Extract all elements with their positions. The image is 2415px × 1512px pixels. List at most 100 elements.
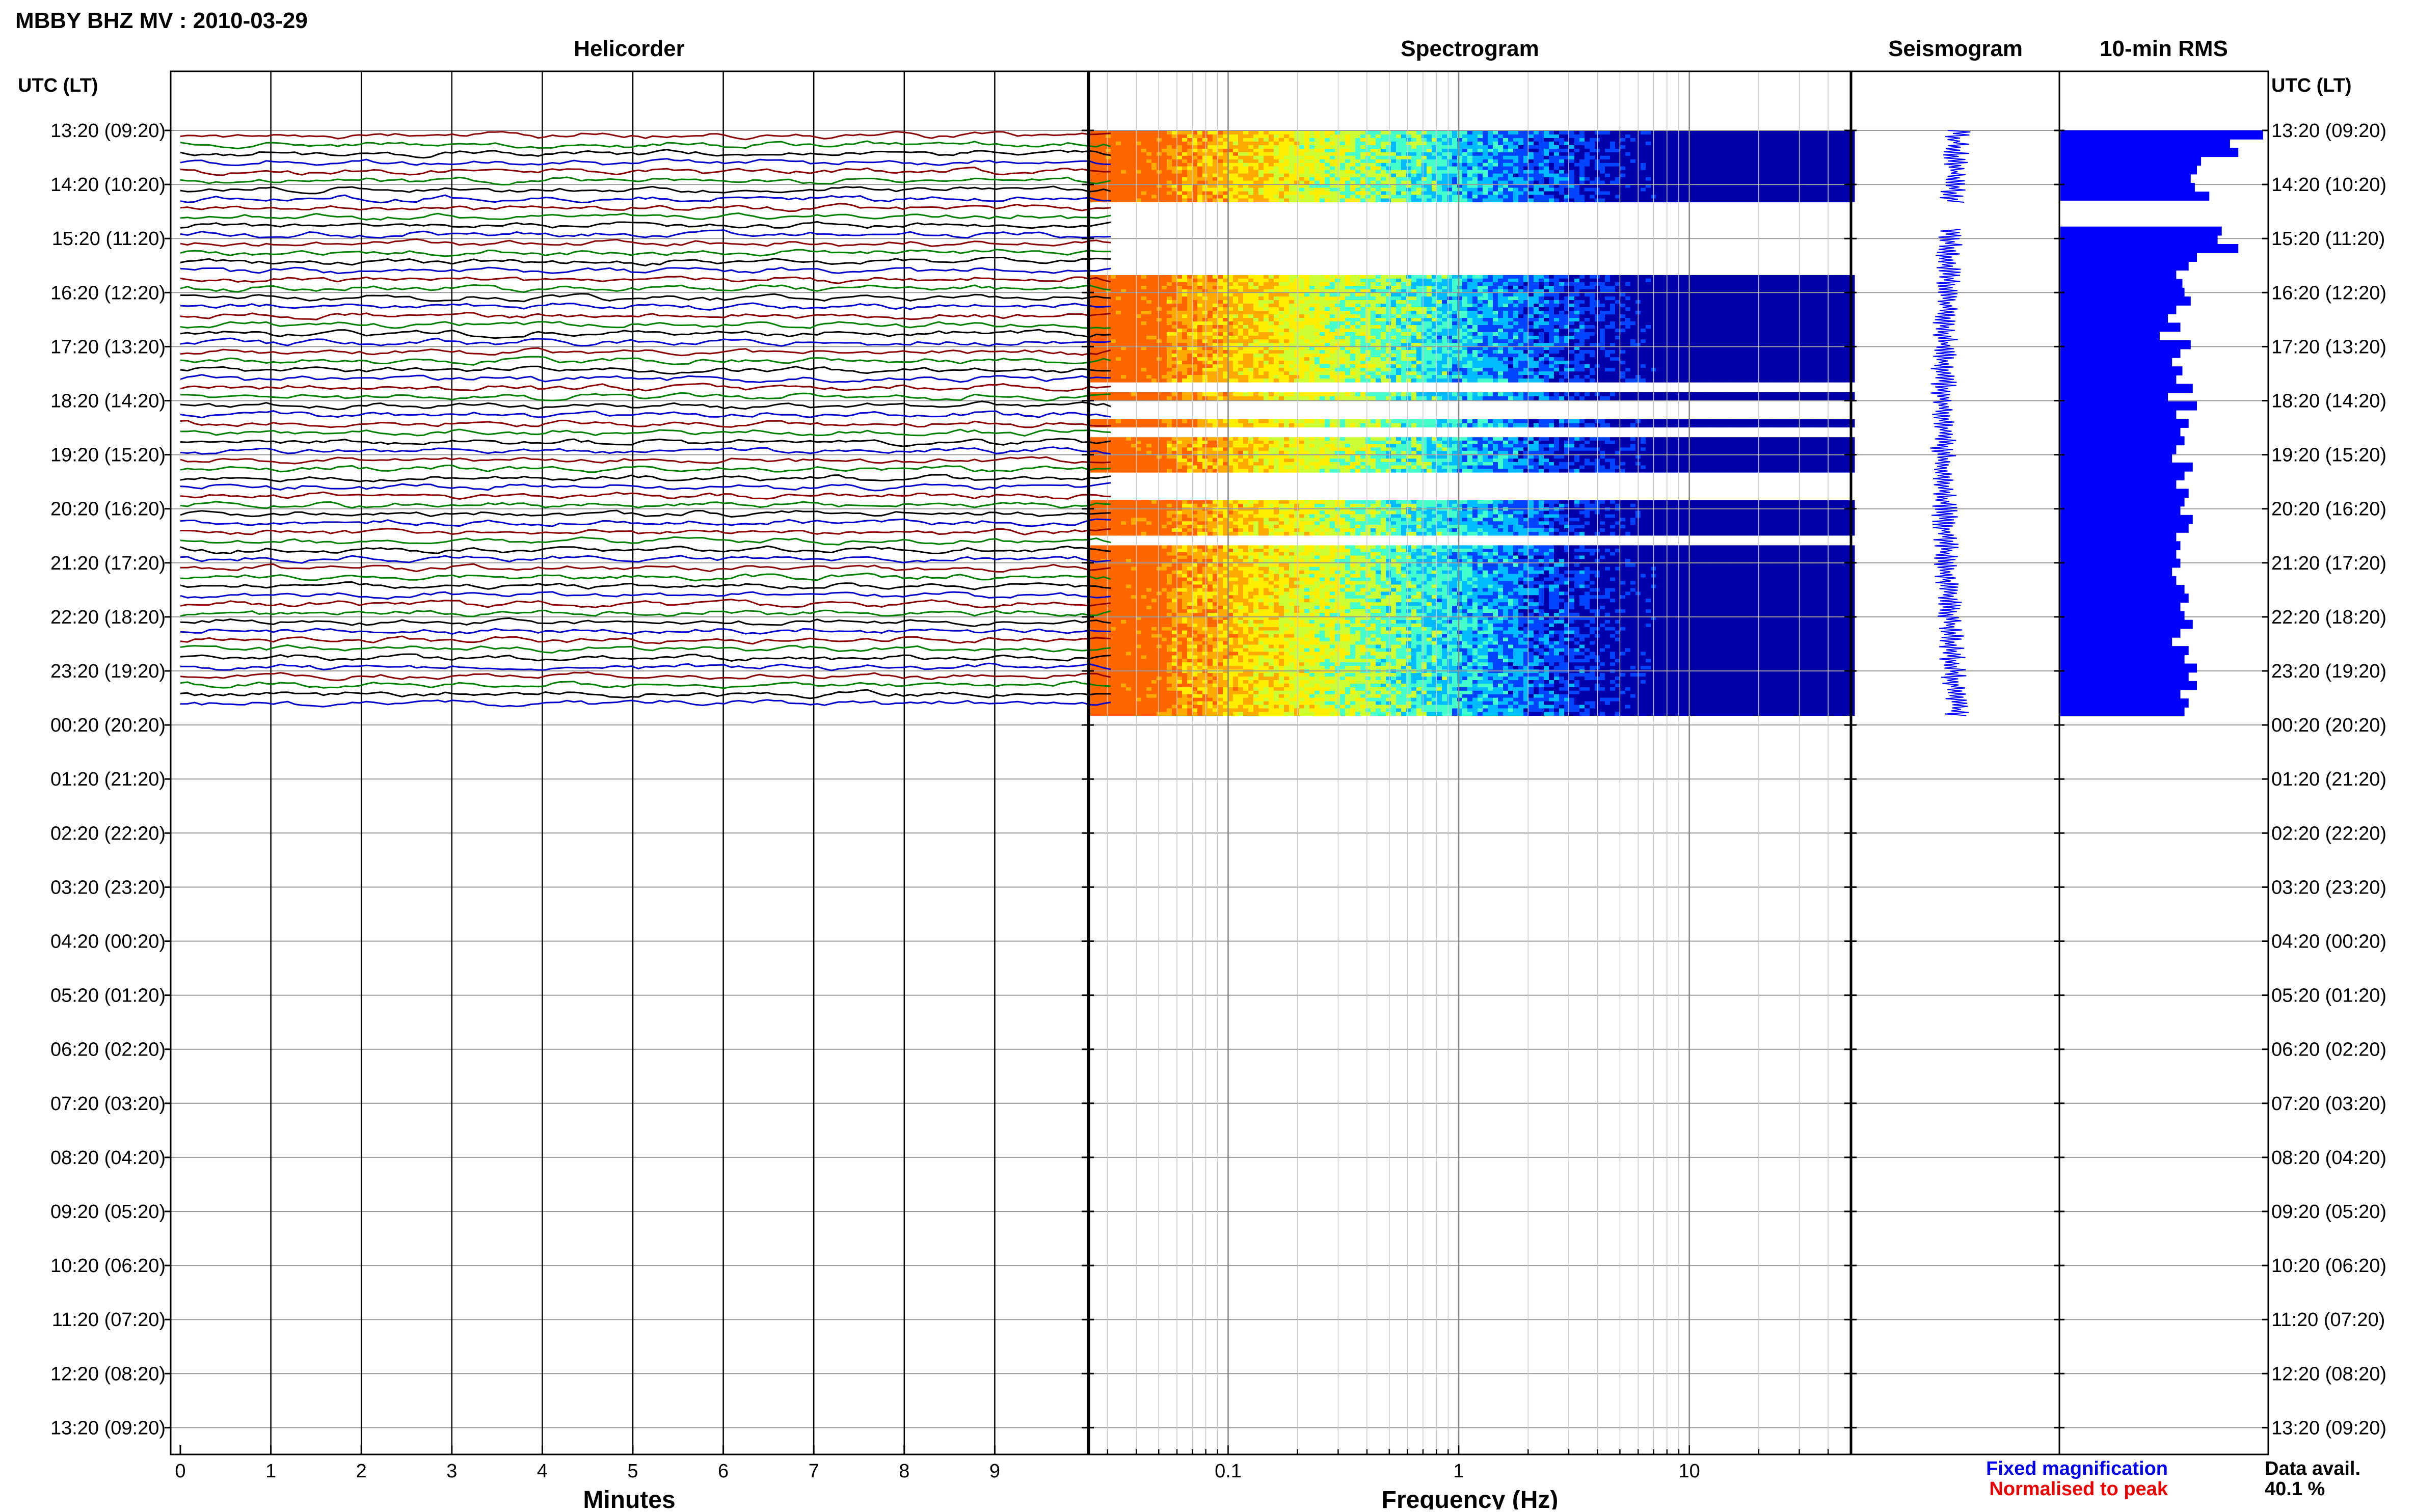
spectrogram-cell bbox=[1090, 177, 1096, 181]
spectrogram-cell bbox=[1182, 187, 1188, 192]
spectrogram-cell bbox=[1253, 195, 1259, 199]
spectrogram-cell bbox=[1722, 173, 1728, 178]
spectrogram-cell bbox=[1819, 155, 1824, 160]
spectrogram-cell bbox=[1253, 170, 1259, 174]
spectrogram-cell bbox=[1350, 314, 1356, 318]
spectrogram-cell bbox=[1615, 314, 1621, 318]
spectrogram-cell bbox=[1574, 177, 1580, 181]
spectrogram-cell bbox=[1697, 145, 1702, 149]
spectrogram-cell bbox=[1213, 311, 1218, 315]
spectrogram-cell bbox=[1157, 138, 1162, 142]
spectrogram-cell bbox=[1472, 318, 1478, 322]
spectrogram-cell bbox=[1707, 304, 1712, 308]
spectrogram-cell bbox=[1401, 307, 1407, 311]
spectrogram-cell bbox=[1345, 145, 1351, 149]
spectrogram-cell bbox=[1569, 278, 1575, 283]
spectrogram-cell bbox=[1141, 155, 1147, 160]
spectrogram-cell bbox=[1432, 155, 1437, 160]
spectrogram-cell bbox=[1218, 145, 1223, 149]
spectrogram-cell bbox=[1228, 145, 1233, 149]
spectrogram-cell bbox=[1478, 187, 1483, 192]
spectrogram-cell bbox=[1136, 311, 1142, 315]
spectrogram-cell bbox=[1335, 138, 1340, 142]
spectrogram-cell bbox=[1350, 138, 1356, 142]
spectrogram-cell bbox=[1350, 195, 1356, 199]
spectrogram-cell bbox=[1819, 134, 1824, 139]
spectrogram-cell bbox=[1131, 173, 1137, 178]
spectrogram-cell bbox=[1253, 138, 1259, 142]
spectrogram-cell bbox=[1355, 170, 1361, 174]
spectrogram-cell bbox=[1732, 187, 1738, 192]
spectrogram-cell bbox=[1386, 134, 1391, 139]
spectrogram-cell bbox=[1646, 170, 1651, 174]
spectrogram-cell bbox=[1406, 145, 1412, 149]
spectrogram-cell bbox=[1610, 177, 1616, 181]
spectrogram-cell bbox=[1758, 289, 1763, 293]
spectrogram-cell bbox=[1462, 293, 1468, 297]
spectrogram-cell bbox=[1090, 321, 1096, 326]
spectrogram-cell bbox=[1579, 152, 1585, 156]
spectrogram-cell bbox=[1809, 311, 1814, 315]
spectrogram-cell bbox=[1279, 321, 1284, 326]
spectrogram-cell bbox=[1809, 155, 1814, 160]
spectrogram-cell bbox=[1799, 289, 1804, 293]
spectrogram-cell bbox=[1101, 131, 1106, 135]
spectrogram-cell bbox=[1829, 300, 1835, 304]
spectrogram-cell bbox=[1442, 170, 1447, 174]
spectrogram-cell bbox=[1793, 173, 1799, 178]
spectrogram-cell bbox=[1732, 134, 1738, 139]
spectrogram-cell bbox=[1483, 286, 1488, 290]
spectrogram-cell bbox=[1590, 278, 1595, 283]
spectrogram-cell bbox=[1411, 187, 1417, 192]
spectrogram-cell bbox=[1427, 134, 1432, 139]
spectrogram-cell bbox=[1472, 195, 1478, 199]
spectrogram-cell bbox=[1101, 321, 1106, 326]
spectrogram-cell bbox=[1717, 166, 1723, 171]
spectrogram-cell bbox=[1218, 278, 1223, 283]
spectrogram-cell bbox=[1778, 163, 1784, 167]
spectrogram-cell bbox=[1600, 289, 1605, 293]
spectrogram-cell bbox=[1386, 163, 1391, 167]
spectrogram-cell bbox=[1467, 173, 1473, 178]
spectrogram-cell bbox=[1528, 314, 1534, 318]
spectrogram-cell bbox=[1208, 318, 1213, 322]
spectrogram-cell bbox=[1814, 155, 1819, 160]
spectrogram-cell bbox=[1829, 170, 1835, 174]
spectrogram-cell bbox=[1131, 296, 1137, 301]
spectrogram-cell bbox=[1090, 134, 1096, 139]
spectrogram-cell bbox=[1421, 304, 1427, 308]
spectrogram-cell bbox=[1748, 184, 1753, 188]
spectrogram-cell bbox=[1630, 134, 1636, 139]
spectrogram-cell bbox=[1228, 184, 1233, 188]
spectrogram-cell bbox=[1712, 141, 1718, 146]
spectrogram-cell bbox=[1406, 282, 1412, 286]
spectrogram-cell bbox=[1478, 307, 1483, 311]
spectrogram-cell bbox=[1345, 180, 1351, 185]
spectrogram-cell bbox=[1111, 321, 1116, 326]
spectrogram-cell bbox=[1223, 307, 1228, 311]
spectrogram-cell bbox=[1493, 286, 1498, 290]
spectrogram-cell bbox=[1483, 177, 1488, 181]
spectrogram-cell bbox=[1768, 170, 1774, 174]
spectrogram-cell bbox=[1386, 152, 1391, 156]
spectrogram-cell bbox=[1157, 307, 1162, 311]
spectrogram-cell bbox=[1472, 278, 1478, 283]
spectrogram-cell bbox=[1416, 155, 1422, 160]
spectrogram-cell bbox=[1202, 289, 1208, 293]
spectrogram-cell bbox=[1427, 173, 1432, 178]
spectrogram-cell bbox=[1294, 159, 1300, 164]
spectrogram-cell bbox=[1824, 152, 1830, 156]
spectrogram-cell bbox=[1549, 300, 1554, 304]
spectrogram-cell bbox=[1839, 155, 1845, 160]
spectrogram-cell bbox=[1243, 311, 1249, 315]
spectrogram-cell bbox=[1666, 134, 1672, 139]
spectrogram-cell bbox=[1167, 318, 1172, 322]
spectrogram-cell bbox=[1365, 286, 1371, 290]
spectrogram-cell bbox=[1427, 311, 1432, 315]
spectrogram-cell bbox=[1167, 307, 1172, 311]
spectrogram-cell bbox=[1192, 152, 1198, 156]
spectrogram-cell bbox=[1656, 184, 1661, 188]
spectrogram-cell bbox=[1131, 152, 1137, 156]
spectrogram-cell bbox=[1381, 304, 1386, 308]
spectrogram-cell bbox=[1697, 318, 1702, 322]
